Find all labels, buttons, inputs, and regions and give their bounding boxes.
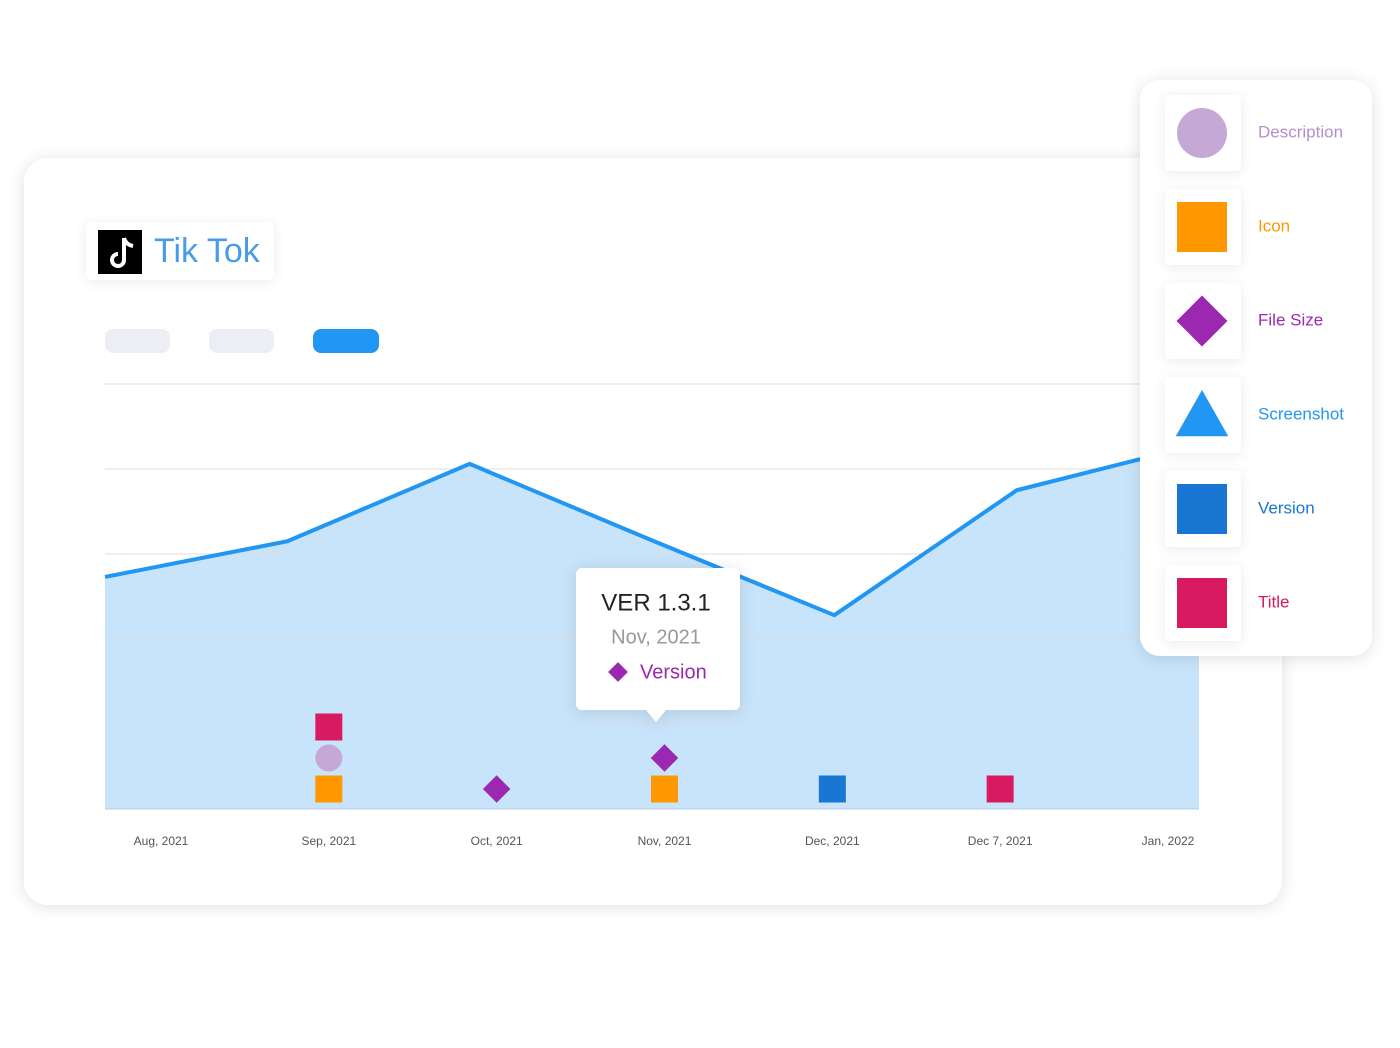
legend-label: File Size bbox=[1258, 310, 1323, 329]
legend-icon bbox=[1177, 484, 1227, 534]
legend-label: Description bbox=[1258, 122, 1343, 141]
tooltip-icon bbox=[608, 662, 628, 682]
event-marker bbox=[651, 775, 678, 803]
line bbox=[104, 442, 1200, 618]
chart: Aug, 2021 Sep, 2021 Oct, 2021 Nov, 2021 Dec,… bbox=[104, 383, 1200, 848]
legend: Description Icon File Size Screenshot Versio… bbox=[1165, 95, 1344, 641]
event-marker bbox=[315, 744, 343, 772]
x-tick-label: Oct, 2021 bbox=[471, 834, 523, 848]
x-tick-label: Jan, 2022 bbox=[1142, 834, 1195, 848]
legend-icon bbox=[1175, 390, 1229, 437]
event-marker bbox=[986, 775, 1014, 803]
event-marker bbox=[650, 744, 679, 772]
event-marker bbox=[482, 775, 511, 803]
logo-glyph bbox=[110, 237, 134, 268]
x-tick-label: Nov, 2021 bbox=[638, 834, 692, 848]
range-button[interactable] bbox=[105, 329, 170, 353]
legend-label: Icon bbox=[1258, 216, 1290, 235]
range-button-active[interactable] bbox=[313, 329, 379, 353]
tooltip-box bbox=[576, 568, 740, 722]
legend-label: Title bbox=[1258, 592, 1290, 611]
x-tick-label: Dec 7, 2021 bbox=[968, 834, 1033, 848]
tooltip-kind: Version bbox=[640, 661, 707, 683]
tooltip-title: VER 1.3.1 bbox=[601, 589, 710, 616]
legend-label: Version bbox=[1258, 498, 1315, 517]
tooltip: VER 1.3.1 Nov, 2021 Version bbox=[576, 568, 740, 722]
tooltip-date: Nov, 2021 bbox=[611, 626, 701, 648]
event-marker bbox=[315, 713, 343, 741]
legend-icon bbox=[1177, 202, 1227, 252]
legend-icon bbox=[1177, 108, 1227, 158]
legend-label: Screenshot bbox=[1258, 404, 1344, 423]
app-title: Tik Tok bbox=[154, 232, 261, 270]
event-marker bbox=[315, 775, 343, 803]
event-marker bbox=[818, 775, 846, 803]
app-header: Tik Tok bbox=[86, 222, 274, 280]
legend-icon bbox=[1176, 295, 1228, 347]
legend-icon bbox=[1177, 578, 1227, 628]
x-tick-label: Dec, 2021 bbox=[805, 834, 860, 848]
range-button[interactable] bbox=[209, 329, 274, 353]
x-tick-label: Sep, 2021 bbox=[301, 834, 356, 848]
x-tick-label: Aug, 2021 bbox=[134, 834, 189, 848]
